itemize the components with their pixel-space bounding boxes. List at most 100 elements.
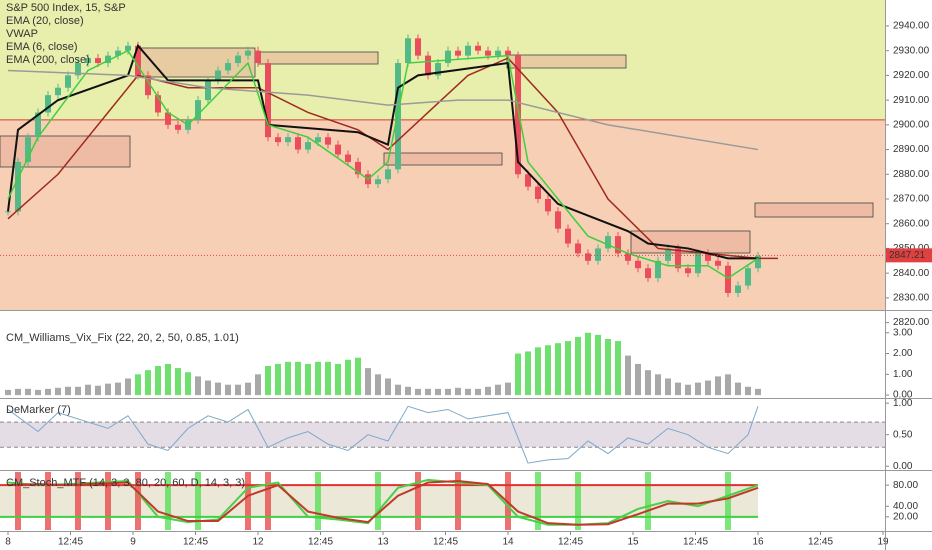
candle — [725, 265, 731, 293]
pane-title: S&P 500 Index, 15, S&P — [6, 2, 126, 14]
candle — [5, 211, 11, 213]
signal — [505, 472, 511, 530]
candle — [375, 179, 381, 185]
x-tick-label: 13 — [377, 537, 389, 548]
candle — [25, 137, 31, 162]
candle — [575, 243, 581, 254]
bar — [515, 353, 521, 396]
candle — [685, 268, 691, 274]
candle — [15, 161, 21, 212]
signal — [575, 472, 581, 530]
candle — [85, 58, 91, 64]
signal — [245, 472, 251, 530]
candle — [315, 137, 321, 143]
bar — [695, 382, 701, 396]
x-tick-label: 15 — [627, 537, 639, 548]
bar — [205, 380, 211, 396]
bar — [195, 376, 201, 396]
y-tick-label: 2830.00 — [893, 293, 930, 304]
bar — [435, 388, 441, 396]
signal — [45, 472, 51, 530]
bar — [25, 388, 31, 396]
bar — [705, 380, 711, 396]
y-tick-label: 2820.00 — [893, 317, 930, 328]
candle — [45, 95, 51, 113]
bar — [165, 363, 171, 396]
bar — [355, 357, 361, 396]
line — [7, 479, 759, 526]
candle — [495, 50, 501, 56]
candle — [715, 260, 721, 266]
last-price-tag — [885, 248, 932, 263]
bar — [55, 387, 61, 396]
bar — [285, 361, 291, 396]
bar — [605, 339, 611, 396]
zone — [0, 119, 885, 310]
y-tick-label: 20.00 — [893, 511, 918, 522]
y-tick-label: 2910.00 — [893, 95, 930, 106]
candle — [665, 248, 671, 261]
candle — [425, 55, 431, 76]
bar — [545, 345, 551, 396]
candle — [545, 199, 551, 212]
candle — [595, 248, 601, 261]
bar — [735, 382, 741, 396]
candle — [695, 253, 701, 274]
bar — [755, 388, 761, 396]
candle — [735, 285, 741, 293]
line — [7, 405, 759, 464]
bar — [595, 334, 601, 396]
signal — [315, 472, 321, 530]
bar — [85, 384, 91, 396]
x-tick-label: 14 — [502, 537, 514, 548]
y-tick-label: 0.00 — [893, 390, 913, 401]
signal — [645, 472, 651, 530]
pane-title: EMA (6, close) — [6, 41, 78, 53]
bar — [685, 384, 691, 396]
signal — [135, 472, 141, 530]
y-tick-label: 40.00 — [893, 501, 918, 512]
bar — [405, 386, 411, 396]
y-tick-label: 2920.00 — [893, 70, 930, 81]
bar — [475, 388, 481, 396]
x-tick-label: 12:45 — [683, 537, 708, 548]
bar — [275, 363, 281, 396]
bar — [495, 384, 501, 396]
bar — [455, 387, 461, 396]
candle — [275, 137, 281, 143]
candle — [705, 253, 711, 261]
bar — [395, 384, 401, 396]
candle — [565, 228, 571, 244]
candle — [515, 55, 521, 175]
signal — [415, 472, 421, 530]
candle — [585, 253, 591, 261]
bar — [575, 336, 581, 396]
bar — [315, 361, 321, 396]
x-tick-label: 12:45 — [808, 537, 833, 548]
candle — [325, 137, 331, 145]
bar — [465, 388, 471, 396]
candle — [535, 186, 541, 200]
bar — [675, 382, 681, 396]
zone-box — [506, 54, 627, 69]
bar — [715, 376, 721, 396]
zone-box — [383, 152, 503, 166]
signal — [195, 472, 201, 530]
bar — [185, 372, 191, 396]
bar — [375, 374, 381, 396]
bar — [425, 388, 431, 396]
candle — [305, 142, 311, 150]
y-tick-label: 2880.00 — [893, 169, 930, 180]
signal — [375, 472, 381, 530]
candle — [385, 169, 391, 180]
bar — [445, 388, 451, 396]
y-tick-label: 2.00 — [893, 348, 913, 359]
candle — [295, 137, 301, 150]
x-tick-label: 12:45 — [558, 537, 583, 548]
y-tick-label: 3.00 — [893, 327, 913, 338]
candle — [435, 63, 441, 76]
bar — [665, 378, 671, 396]
bar — [505, 382, 511, 396]
candle — [445, 50, 451, 64]
signal — [455, 472, 461, 530]
